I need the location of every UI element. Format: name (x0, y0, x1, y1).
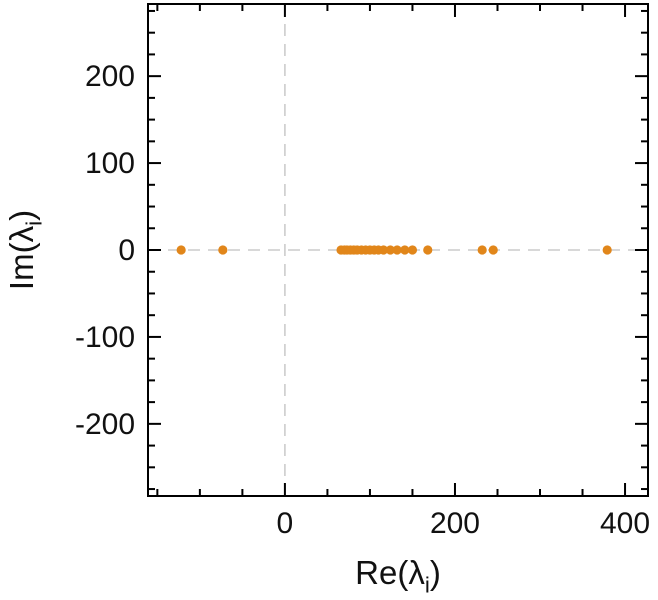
data-point (423, 245, 433, 255)
data-point (385, 245, 395, 255)
y-tick-label: 200 (85, 60, 135, 93)
y-tick-label: -200 (75, 408, 135, 441)
data-point (176, 245, 186, 255)
data-point (407, 245, 418, 255)
axis-ticks (148, 4, 648, 496)
data-points (176, 245, 612, 255)
x-axis-label: Re(λi) (355, 554, 441, 597)
tick-labels: 0 200 400 -200 -100 0 100 200 (75, 60, 650, 540)
data-point (218, 245, 228, 255)
data-point (400, 245, 410, 255)
y-tick-label: 100 (85, 147, 135, 180)
x-tick-label: 200 (430, 507, 480, 540)
x-tick-label: 0 (277, 507, 294, 540)
y-tick-label: -100 (75, 321, 135, 354)
data-point (488, 245, 498, 255)
data-point (392, 245, 402, 255)
x-tick-label: 400 (600, 507, 650, 540)
data-point (378, 245, 389, 255)
y-axis-label: Im(λi) (3, 210, 46, 290)
axis-titles: Re(λi) Im(λi) (3, 210, 441, 597)
y-tick-label: 0 (118, 234, 135, 267)
data-point (602, 245, 612, 255)
data-point (477, 245, 487, 255)
